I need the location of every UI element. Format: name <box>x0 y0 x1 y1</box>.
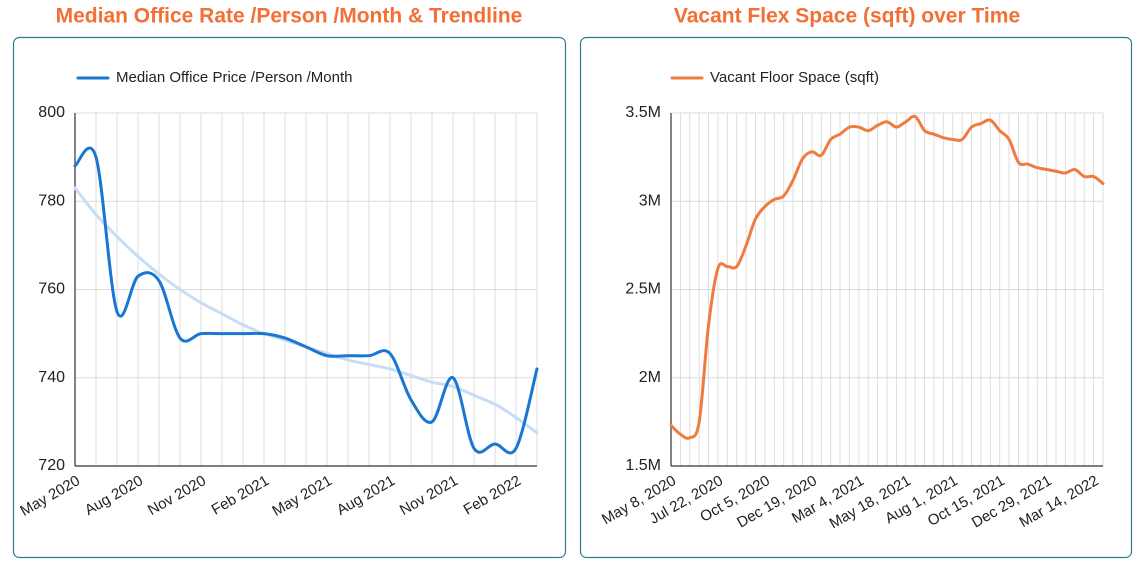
legend-label: Median Office Price /Person /Month <box>116 69 353 86</box>
y-tick-label: 800 <box>38 104 65 121</box>
y-tick-label: 740 <box>38 369 65 386</box>
legend-label: Vacant Floor Space (sqft) <box>710 69 879 86</box>
panel <box>12 36 567 559</box>
y-tick-label: 760 <box>38 281 65 298</box>
y-tick-label: 2.5M <box>625 281 661 298</box>
y-tick-label: 3.5M <box>625 104 661 121</box>
series-line <box>73 146 539 455</box>
y-tick-label: 720 <box>38 457 65 474</box>
y-tick-label: 780 <box>38 192 65 209</box>
chart-title: Vacant Flex Space (sqft) over Time <box>674 5 1020 28</box>
series-line <box>669 114 1105 440</box>
chart-title: Median Office Rate /Person /Month & Tren… <box>56 5 523 28</box>
y-tick-label: 3M <box>639 192 661 209</box>
y-tick-label: 1.5M <box>625 457 661 474</box>
y-tick-label: 2M <box>639 369 661 386</box>
